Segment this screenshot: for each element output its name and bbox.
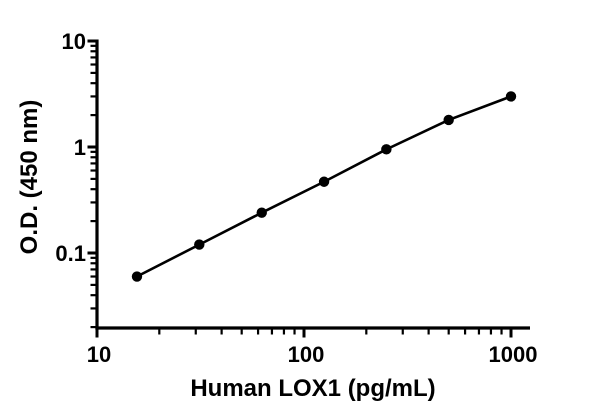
data-point <box>505 91 517 102</box>
data-series <box>131 91 517 282</box>
data-point <box>381 144 392 155</box>
x-tick-label: 10 <box>87 342 111 367</box>
x-tick-label: 100 <box>288 342 325 367</box>
x-axis-title: Human LOX1 (pg/mL) <box>190 375 435 402</box>
data-point <box>194 239 205 250</box>
axis-tick-labels: 10 100 1000 10 1 0.1 <box>55 29 537 367</box>
axis-ticks <box>87 39 513 338</box>
data-point <box>318 176 330 187</box>
y-axis-title: O.D. (450 nm) <box>16 100 43 255</box>
data-point <box>256 207 267 218</box>
y-tick-label: 0.1 <box>55 241 86 266</box>
y-tick-label: 10 <box>62 29 86 54</box>
y-tick-label: 1 <box>74 135 86 160</box>
x-tick-label: 1000 <box>489 342 538 367</box>
data-point <box>131 271 143 282</box>
axes <box>95 39 530 330</box>
data-point <box>443 114 454 126</box>
